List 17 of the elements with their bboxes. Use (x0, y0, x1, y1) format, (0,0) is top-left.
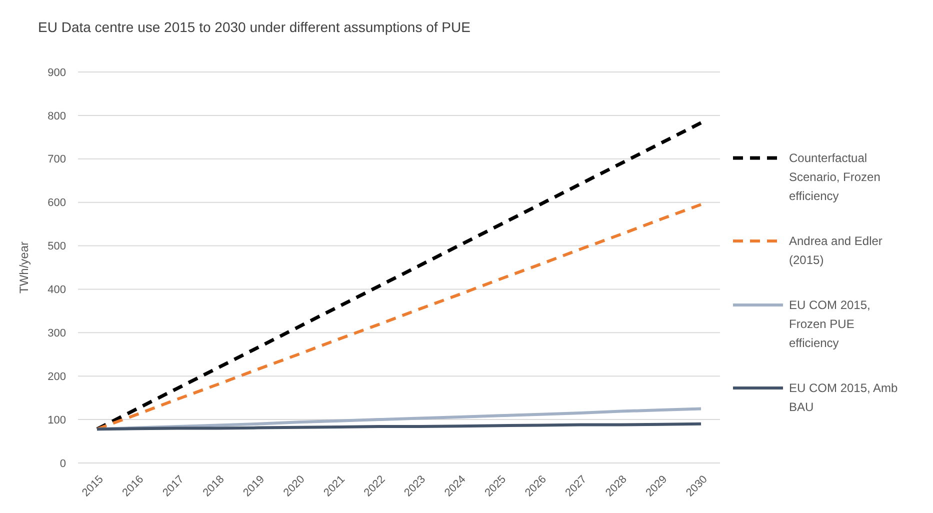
legend-label: Andrea and Edler (2015) (789, 234, 882, 268)
chart-title: EU Data centre use 2015 to 2030 under different assumptions of PUE (38, 19, 470, 35)
legend-label: EU COM 2015, Frozen PUE efficiency (789, 298, 870, 350)
y-tick-label: 500 (48, 240, 66, 253)
y-tick-label: 400 (48, 284, 66, 296)
y-tick-label: 300 (48, 328, 66, 340)
legend-label: EU COM 2015, Amb BAU (789, 381, 898, 414)
y-tick-label: 100 (48, 414, 66, 426)
y-tick-label: 700 (48, 154, 66, 166)
y-tick-label: 800 (48, 110, 66, 122)
y-tick-label: 200 (48, 370, 66, 383)
y-tick-label: 900 (48, 66, 66, 79)
y-tick-label: 600 (48, 197, 66, 210)
y-axis-title: TWh/year (17, 241, 31, 294)
line-series (96, 203, 702, 431)
y-tick-label: 0 (60, 458, 66, 470)
legend-label: Counterfactual Scenario, Frozen efficiency (789, 151, 880, 204)
